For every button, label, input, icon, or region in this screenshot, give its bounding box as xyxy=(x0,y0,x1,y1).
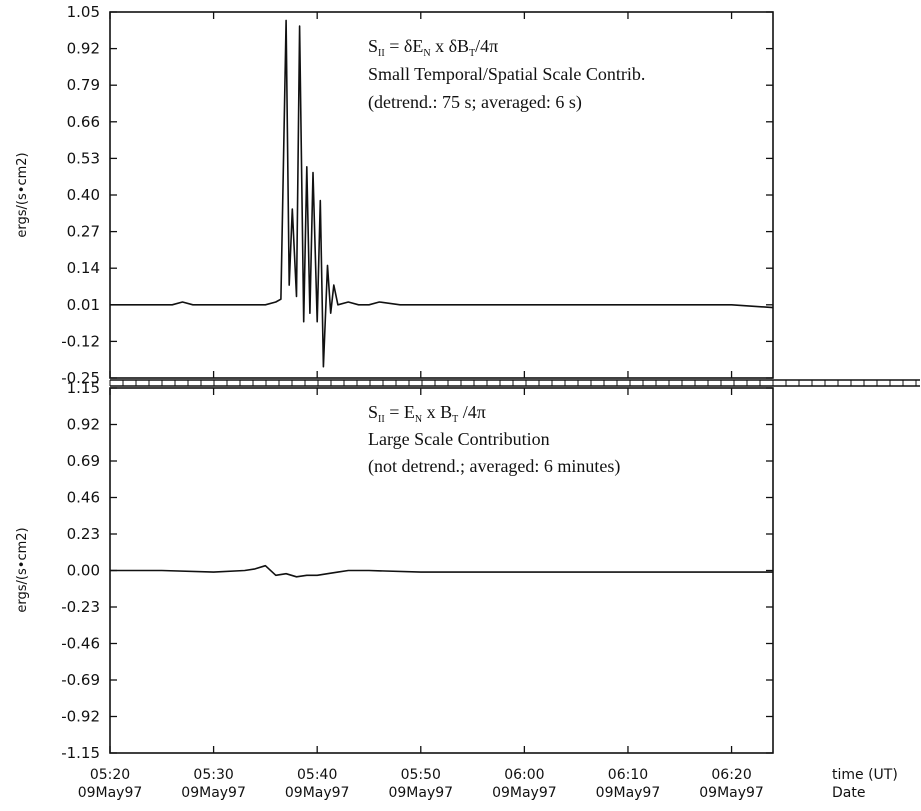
y-tick-label: -0.69 xyxy=(61,671,100,689)
y-tick-label: -0.12 xyxy=(61,332,100,350)
x-axis-date-label: Date xyxy=(832,785,865,801)
x-tick-label-date: 09May97 xyxy=(181,785,246,801)
bottom-formula-sub: II xyxy=(378,414,385,425)
series-line-panel-2 xyxy=(110,564,773,578)
series-layer xyxy=(110,19,774,578)
x-tick-label-date: 09May97 xyxy=(492,785,557,801)
x-tick-label-time: 05:20 xyxy=(90,767,130,783)
bottom-annotation-line3: (not detrend.; averaged: 6 minutes) xyxy=(368,456,620,477)
top-formula-part3: x δB xyxy=(431,36,470,56)
bottom-formula-part2: = E xyxy=(385,402,415,422)
y-tick-label: 0.01 xyxy=(67,296,100,314)
y-tick-label: 0.14 xyxy=(67,259,100,277)
bottom-formula-part3: x B xyxy=(422,402,452,422)
y-tick-label: 0.23 xyxy=(67,525,100,543)
series-line-panel-1 xyxy=(110,19,774,368)
x-tick-label-date: 09May97 xyxy=(78,785,143,801)
top-formula: SII = δEN x δBT/4π xyxy=(368,36,498,59)
x-tick-label-date: 09May97 xyxy=(388,785,453,801)
top-annotation-line3: (detrend.: 75 s; averaged: 6 s) xyxy=(368,92,582,113)
bottom-ylabel: ergs/(s•cm2) xyxy=(15,527,30,612)
y-tick-label: 0.40 xyxy=(67,186,100,204)
top-formula-part2: = δE xyxy=(385,36,424,56)
top-annotation-line2: Small Temporal/Spatial Scale Contrib. xyxy=(368,64,645,84)
x-tick-label-time: 05:30 xyxy=(193,767,233,783)
bottom-formula-sub2: N xyxy=(415,414,422,425)
x-tick-label-time: 06:10 xyxy=(608,767,648,783)
bottom-formula-sub3: T xyxy=(452,414,458,425)
x-tick-label-time: 05:40 xyxy=(297,767,337,783)
top-formula-s: S xyxy=(368,36,378,56)
top-formula-sub3: T xyxy=(469,48,475,59)
bottom-annotation-line2: Large Scale Contribution xyxy=(368,429,550,449)
y-tick-label: -0.25 xyxy=(61,369,100,387)
x-tick-label-time: 05:50 xyxy=(401,767,441,783)
x-tick-label-date: 09May97 xyxy=(699,785,764,801)
bottom-formula-s: S xyxy=(368,402,378,422)
top-formula-sub: II xyxy=(378,48,385,59)
x-tick-label-time: 06:20 xyxy=(711,767,751,783)
y-tick-label: 0.79 xyxy=(67,76,100,94)
x-tick-label-date: 09May97 xyxy=(596,785,661,801)
y-tick-label: 0.92 xyxy=(67,40,100,58)
top-ylabel: ergs/(s•cm2) xyxy=(15,152,30,237)
y-tick-label: -0.92 xyxy=(61,708,100,726)
top-formula-sub2: N xyxy=(423,48,430,59)
ticks-layer: -0.25 -0.12 0.01 0.14 0.27 0.40 0.53 0.66 0.79 0.… xyxy=(61,3,917,801)
y-tick-label: 1.05 xyxy=(67,3,100,21)
y-tick-label: 1.15 xyxy=(67,379,100,397)
y-tick-label: 0.46 xyxy=(67,489,100,507)
y-tick-label: 0.53 xyxy=(67,149,100,167)
bottom-formula: SII = EN x BT /4π xyxy=(368,402,486,425)
y-tick-label: -0.46 xyxy=(61,635,100,653)
y-tick-label: -0.23 xyxy=(61,598,100,616)
y-tick-label: 0.00 xyxy=(67,562,100,580)
x-axis-time-label: time (UT) xyxy=(832,767,898,783)
y-tick-label: 0.27 xyxy=(67,223,100,241)
y-tick-label: 0.92 xyxy=(67,416,100,434)
top-formula-end: /4π xyxy=(475,36,498,56)
x-tick-label-date: 09May97 xyxy=(285,785,350,801)
y-tick-label: 0.66 xyxy=(67,113,100,131)
bottom-formula-end: /4π xyxy=(458,402,486,422)
y-tick-label: 0.69 xyxy=(67,452,100,470)
x-tick-label-time: 06:00 xyxy=(504,767,544,783)
y-tick-label: -1.15 xyxy=(61,744,100,762)
